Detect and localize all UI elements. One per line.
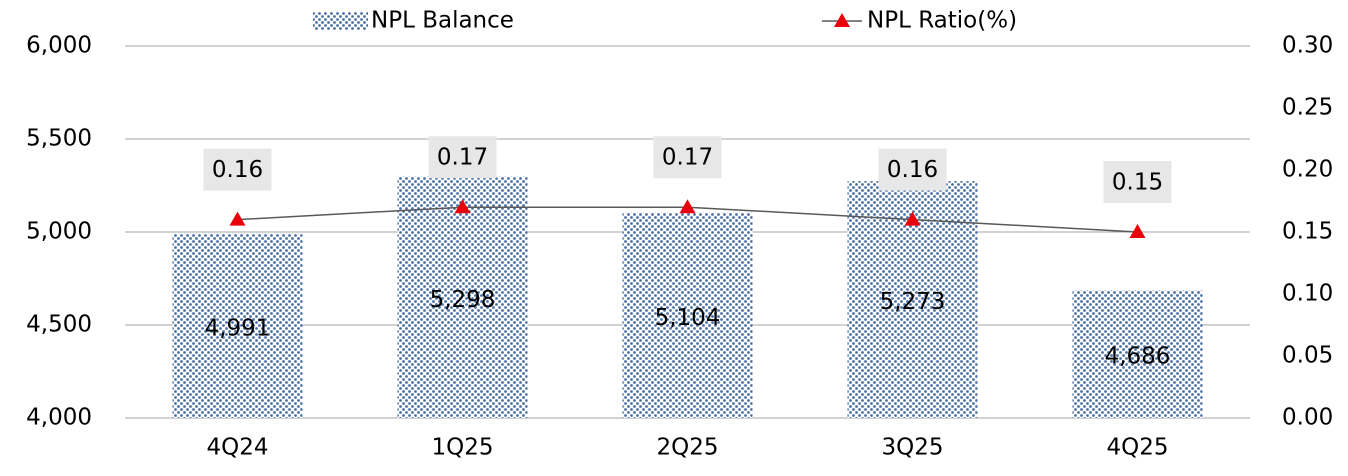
data-label-box	[878, 148, 947, 191]
y2-tick-label: 0.30	[1282, 33, 1333, 59]
marker	[904, 211, 921, 226]
marker	[1129, 224, 1146, 238]
y2-tick-label: 0.20	[1282, 157, 1333, 183]
bar-value-label: 5,104	[655, 305, 721, 331]
data-label-box	[203, 148, 272, 191]
bar-value-label: 4,686	[1105, 344, 1171, 370]
y2-tick-label: 0.00	[1282, 405, 1333, 431]
bar-value-label: 4,991	[205, 315, 271, 341]
y-tick-label: 5,000	[26, 219, 92, 245]
data-label-box	[653, 136, 722, 179]
x-tick-label: 4Q24	[206, 435, 268, 461]
y-tick-label: 4,000	[26, 405, 92, 431]
marker	[679, 199, 696, 214]
y-tick-label: 4,500	[26, 312, 92, 338]
legend-swatch	[313, 12, 368, 30]
legend-label: NPL Balance	[371, 8, 514, 34]
legend-label: NPL Ratio(%)	[867, 8, 1017, 34]
data-label-box	[428, 136, 497, 179]
bar	[622, 212, 753, 418]
marker	[454, 199, 471, 214]
bar	[172, 233, 303, 418]
line-value-label: 0.17	[662, 145, 713, 171]
bar-value-label: 5,273	[880, 289, 946, 315]
y2-tick-label: 0.15	[1282, 219, 1333, 245]
bar-value-label: 5,298	[430, 287, 496, 313]
y-tick-label: 6,000	[26, 33, 92, 59]
line-value-label: 0.17	[437, 145, 488, 171]
y2-tick-label: 0.10	[1282, 281, 1333, 307]
x-tick-label: 1Q25	[431, 435, 493, 461]
y2-tick-label: 0.05	[1282, 343, 1333, 369]
bar	[397, 176, 528, 418]
y-tick-label: 5,500	[26, 126, 92, 152]
data-label-box	[1103, 161, 1172, 203]
x-tick-label: 2Q25	[656, 435, 718, 461]
line-value-label: 0.16	[887, 157, 938, 183]
line-value-label: 0.15	[1112, 170, 1163, 196]
legend-marker	[834, 13, 850, 27]
x-tick-label: 3Q25	[881, 435, 943, 461]
bar	[1072, 290, 1203, 418]
y2-tick-label: 0.25	[1282, 95, 1333, 121]
marker	[229, 211, 246, 226]
line-value-label: 0.16	[212, 157, 263, 183]
x-tick-label: 4Q25	[1106, 435, 1168, 461]
